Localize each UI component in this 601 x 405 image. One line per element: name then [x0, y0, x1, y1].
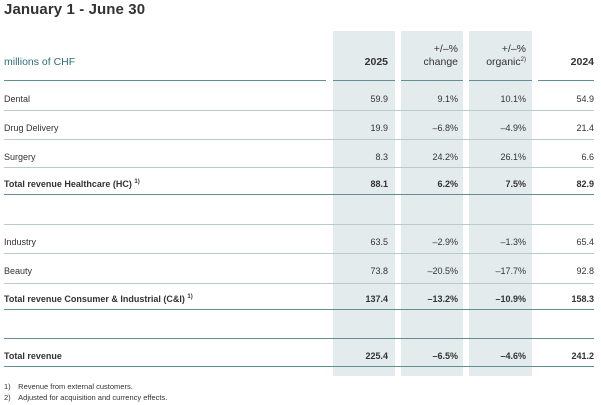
organic-header-line2: organic2) — [469, 56, 526, 69]
row-label: Drug Delivery — [4, 123, 59, 133]
value-2025: 63.5 — [370, 237, 388, 247]
column-header-organic: +/–% organic2) — [469, 43, 526, 69]
value-organic: –10.9% — [495, 294, 526, 304]
value-organic: 26.1% — [500, 152, 526, 162]
organic-header-footnote-ref: 2) — [520, 57, 526, 63]
value-change: 6.2% — [437, 179, 458, 189]
footnote-ref: 1) — [187, 294, 193, 300]
page-title: January 1 - June 30 — [4, 1, 146, 18]
column-shade-change — [401, 31, 463, 376]
value-organic: –4.9% — [500, 123, 526, 133]
row-label: Total revenue — [4, 351, 62, 361]
value-2024: 54.9 — [576, 94, 594, 104]
value-2025: 88.1 — [370, 179, 388, 189]
row-divider — [4, 283, 594, 284]
table-row: Industry 63.5 –2.9% –1.3% 65.4 — [0, 235, 601, 249]
value-organic: 7.5% — [505, 179, 526, 189]
row-label: Total revenue Healthcare (HC) 1) — [4, 177, 140, 191]
value-change: –13.2% — [427, 294, 458, 304]
value-2024: 241.2 — [571, 351, 594, 361]
row-label: Industry — [4, 237, 37, 247]
value-change: 9.1% — [437, 94, 458, 104]
value-organic: 10.1% — [500, 94, 526, 104]
table-row-total: Total revenue Consumer & Industrial (C&I… — [0, 292, 601, 306]
value-change: –6.8% — [432, 123, 458, 133]
section-rule — [4, 338, 594, 339]
table-row: Beauty 73.8 –20.5% –17.7% 92.8 — [0, 264, 601, 278]
row-label: Beauty — [4, 266, 33, 276]
value-2025: 225.4 — [365, 351, 388, 361]
change-header-line1: +/–% — [433, 43, 458, 55]
value-change: –20.5% — [427, 266, 458, 276]
footnote-ref: 1) — [134, 179, 140, 185]
organic-header-line1: +/–% — [501, 43, 526, 55]
value-2024: 92.8 — [576, 266, 594, 276]
row-label: Dental — [4, 94, 31, 104]
value-organic: –4.6% — [500, 351, 526, 361]
table-row-total: Total revenue Healthcare (HC) 1) 88.1 6.… — [0, 177, 601, 191]
section-rule — [4, 366, 594, 367]
value-2024: 21.4 — [576, 123, 594, 133]
row-label: Surgery — [4, 152, 36, 162]
column-header-2024: 2024 — [570, 56, 594, 68]
row-divider — [4, 167, 594, 168]
unit-label: millions of CHF — [4, 56, 76, 68]
header-rule — [538, 80, 594, 81]
column-header-change: +/–% change — [401, 43, 458, 69]
footnote: 2) Adjusted for acquisition and currency… — [4, 393, 168, 402]
column-header-2025: 2025 — [364, 56, 388, 68]
row-label-text: Total revenue Healthcare (HC) — [4, 179, 132, 189]
value-2025: 73.8 — [370, 266, 388, 276]
row-label: Total revenue Consumer & Industrial (C&I… — [4, 292, 193, 306]
footnote: 1) Revenue from external customers. — [4, 382, 133, 391]
table-row: Surgery 8.3 24.2% 26.1% 6.6 — [0, 150, 601, 164]
value-2025: 59.9 — [370, 94, 388, 104]
value-2024: 82.9 — [576, 179, 594, 189]
value-change: –6.5% — [432, 351, 458, 361]
change-header-line2: change — [423, 56, 458, 68]
row-label-text: Total revenue Consumer & Industrial (C&I… — [4, 294, 185, 304]
value-change: 24.2% — [432, 152, 458, 162]
value-2024: 65.4 — [576, 237, 594, 247]
value-2024: 158.3 — [571, 294, 594, 304]
value-2025: 137.4 — [365, 294, 388, 304]
value-2025: 8.3 — [375, 152, 388, 162]
table-row: Dental 59.9 9.1% 10.1% 54.9 — [0, 92, 601, 106]
section-rule — [4, 194, 594, 195]
column-shade-organic — [469, 31, 532, 376]
value-2025: 19.9 — [370, 123, 388, 133]
row-divider — [4, 253, 594, 254]
header-rule — [333, 80, 395, 81]
value-change: –2.9% — [432, 237, 458, 247]
section-rule — [4, 309, 594, 310]
table-row: Drug Delivery 19.9 –6.8% –4.9% 21.4 — [0, 121, 601, 135]
header-rule — [469, 80, 532, 81]
header-rule — [4, 80, 326, 81]
column-shade-2025 — [333, 31, 395, 376]
table-row-grand-total: Total revenue 225.4 –6.5% –4.6% 241.2 — [0, 349, 601, 363]
value-2024: 6.6 — [581, 152, 594, 162]
organic-header-text: organic — [486, 56, 521, 68]
value-organic: –1.3% — [500, 237, 526, 247]
value-organic: –17.7% — [495, 266, 526, 276]
row-divider — [4, 139, 594, 140]
row-divider — [4, 110, 594, 111]
header-rule — [401, 80, 463, 81]
row-divider — [4, 224, 594, 225]
